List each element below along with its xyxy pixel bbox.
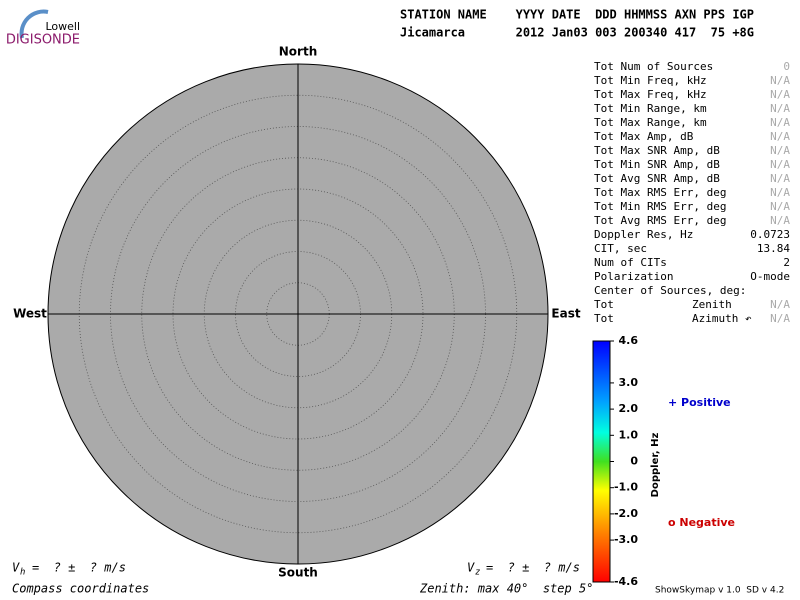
row-label: Tot [594, 298, 614, 311]
row-label: Tot [594, 312, 614, 325]
row-label: Polarization [594, 270, 673, 283]
legend-positive: + Positive [668, 396, 731, 409]
row-value: N/A [770, 172, 790, 185]
row-label: Tot Max Range, km [594, 116, 707, 129]
colorbar-label: Doppler, Hz [650, 433, 661, 498]
colorbar-tick-label: 0 [630, 455, 638, 468]
colorbar-tick-label: 2.0 [619, 402, 639, 415]
logo-bottom: DIGISONDE [6, 33, 80, 48]
logo-arc [19, 9, 49, 39]
row-value: N/A [770, 74, 790, 87]
row-value: N/A [770, 186, 790, 199]
colorbar-ticks: 4.6 3.0 2.0 1.0 0 -1.0 -2.0 -3.0 -4.6 [610, 334, 638, 588]
vh-text: = ? ± ? m/s [32, 561, 126, 575]
colorbar-tick-label: 3.0 [619, 376, 639, 389]
zenith-note: Zenith: max 40° step 5° [419, 582, 593, 596]
row-value: N/A [770, 214, 790, 227]
colorbar-tick-label: -2.0 [614, 507, 638, 520]
row-label: Tot Max SNR Amp, dB [594, 144, 720, 157]
vh-symbol: V [12, 561, 20, 575]
row-label: Doppler Res, Hz [594, 228, 693, 241]
row-sublabel: Azimuth ↶ [692, 312, 752, 325]
row-label: Tot Max RMS Err, deg [594, 186, 726, 199]
vz-symbol: V [467, 561, 475, 575]
compass-label: East [551, 307, 580, 321]
row-label: Tot Num of Sources [594, 60, 713, 73]
row-label: Tot Max Freq, kHz [594, 88, 707, 101]
colorbar-tick-label: 1.0 [619, 428, 639, 441]
row-label: Tot Avg RMS Err, deg [594, 214, 726, 227]
stats-table: Tot Num of Sources 0 Tot Min Freq, kHz N/A T… [594, 60, 790, 325]
row-value: N/A [770, 102, 790, 115]
row-label: Tot Min Freq, kHz [594, 74, 707, 87]
row-label: Tot Max Amp, dB [594, 130, 694, 143]
vz-text: = ? ± ? m/s [486, 561, 580, 575]
row-label: Tot Avg SNR Amp, dB [594, 172, 720, 185]
row-value: N/A [770, 130, 790, 143]
row-label: Center of Sources, deg: [594, 284, 746, 297]
row-value: 13.84 [757, 242, 790, 255]
compass-label: West [13, 307, 47, 321]
row-label: CIT, sec [594, 242, 647, 255]
row-value: N/A [770, 144, 790, 157]
coords-note: Compass coordinates [12, 582, 149, 596]
colorbar-tick-label: -4.6 [614, 575, 638, 588]
colorbar [592, 340, 611, 583]
vz-sub: z [475, 568, 480, 578]
row-value: 0.0723 [750, 228, 790, 241]
header-line: Jicamarca 2012 Jan03 003 200340 417 75 +… [400, 26, 754, 40]
row-value: N/A [770, 88, 790, 101]
row-value: O-mode [750, 270, 790, 283]
colorbar-tick-label: -1.0 [614, 481, 638, 494]
compass-label: South [278, 566, 318, 580]
row-value: N/A [770, 116, 790, 129]
row-value: N/A [770, 200, 790, 213]
skymap-plot [47, 63, 549, 565]
legend-negative: o Negative [668, 516, 735, 529]
logo-top: Lowell [45, 20, 80, 33]
row-value: N/A [770, 312, 790, 325]
vh-sub: h [20, 568, 25, 578]
row-value: 2 [783, 256, 790, 269]
version-note: ShowSkymap v 1.0 SD v 4.2 [655, 586, 784, 596]
colorbar-tick-label: -3.0 [614, 533, 638, 546]
header-line: STATION NAME YYYY DATE DDD HHMMSS AXN PP… [400, 8, 754, 22]
row-label: Tot Min SNR Amp, dB [594, 158, 720, 171]
row-label: Tot Min Range, km [594, 102, 707, 115]
compass-label: North [279, 45, 317, 59]
row-value: 0 [783, 60, 790, 73]
row-value: N/A [770, 298, 790, 311]
row-label: Num of CITs [594, 256, 667, 269]
colorbar-tick-label: 4.6 [619, 334, 639, 347]
row-value: N/A [770, 158, 790, 171]
row-label: Tot Min RMS Err, deg [594, 200, 726, 213]
row-sublabel: Zenith [692, 298, 732, 311]
